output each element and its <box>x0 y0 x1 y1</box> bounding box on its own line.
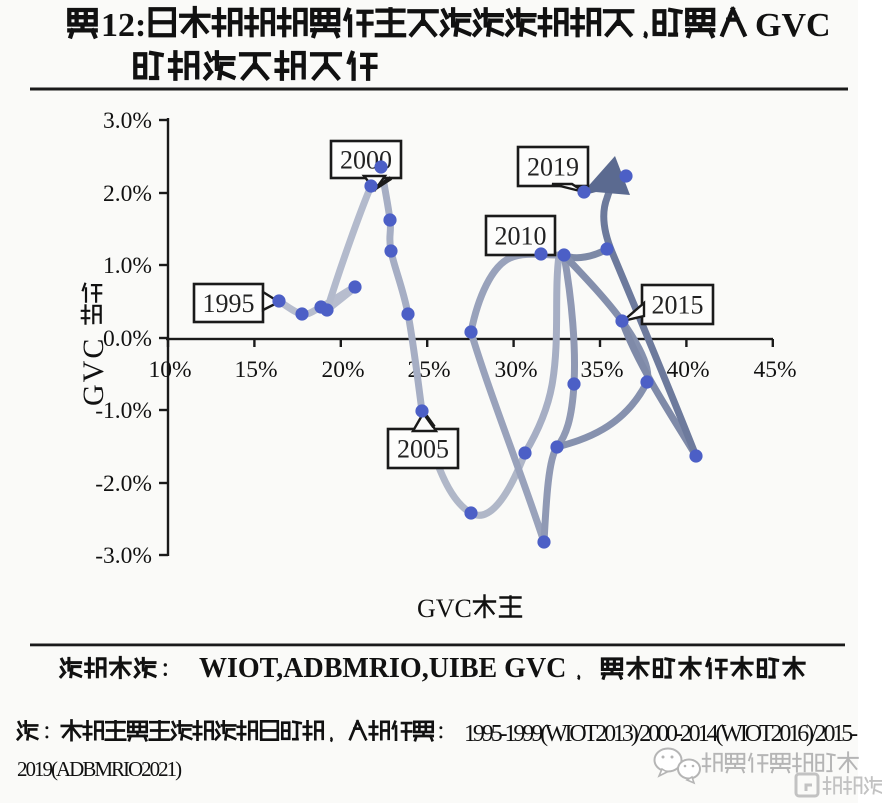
svg-text:10%: 10% <box>148 357 191 383</box>
svg-text:GVC: GVC <box>755 7 831 44</box>
svg-text:1.0%: 1.0% <box>103 253 152 279</box>
svg-text:1995-1999(WIOT2013)/2000-2014(: 1995-1999(WIOT2013)/2000-2014(WIOT2016)/… <box>464 721 858 747</box>
svg-text:2.0%: 2.0% <box>103 181 152 207</box>
svg-text:2019: 2019 <box>527 153 579 182</box>
svg-text:30%: 30% <box>494 357 537 383</box>
svg-text:15%: 15% <box>234 357 277 383</box>
svg-text:0.0%: 0.0% <box>103 326 152 352</box>
svg-text:2015: 2015 <box>652 291 704 320</box>
svg-text:45%: 45% <box>753 357 796 383</box>
svg-text:2005: 2005 <box>397 435 449 464</box>
svg-text:GVC: GVC <box>77 337 110 406</box>
svg-text:WIOT,ADBMRIO,UIBE GVC: WIOT,ADBMRIO,UIBE GVC <box>199 653 566 684</box>
svg-text:12:: 12: <box>101 7 146 44</box>
svg-text:1995: 1995 <box>203 289 255 318</box>
svg-text:20%: 20% <box>321 357 364 383</box>
svg-text:GVC: GVC <box>417 594 472 623</box>
svg-text:3.0%: 3.0% <box>103 108 152 134</box>
svg-text:-1.0%: -1.0% <box>95 398 152 424</box>
svg-text:-3.0%: -3.0% <box>95 543 152 569</box>
svg-text:2010: 2010 <box>495 222 547 251</box>
svg-text:35%: 35% <box>580 357 623 383</box>
svg-text:-2.0%: -2.0% <box>95 471 152 497</box>
svg-text:2019(ADBMRIO2021): 2019(ADBMRIO2021) <box>17 757 182 781</box>
svg-text:40%: 40% <box>666 357 709 383</box>
